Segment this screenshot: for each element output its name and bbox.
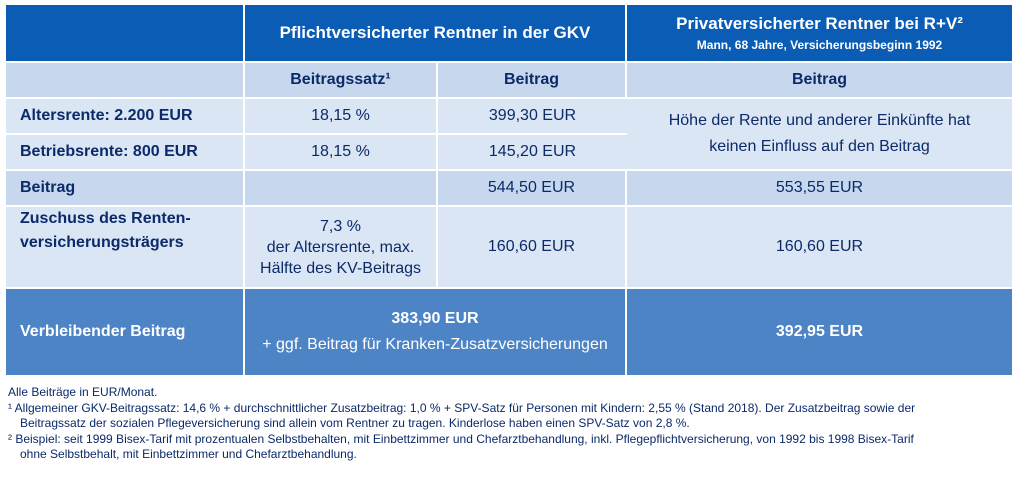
altersrente-label: Altersrente: 2.200 EUR xyxy=(6,99,245,135)
header-private-subtitle: Mann, 68 Jahre, Versicherungsbeginn 1992 xyxy=(696,38,943,52)
zuschuss-satz-line2: der Altersrente, max. xyxy=(266,238,415,256)
rente-rows-left: Altersrente: 2.200 EUR 18,15 % 399,30 EU… xyxy=(6,99,627,171)
zuschuss-private: 160,60 EUR xyxy=(627,207,1012,289)
subheader-empty-cell xyxy=(6,63,245,99)
table-row-beitrag: Beitrag 544,50 EUR 553,55 EUR xyxy=(6,171,1012,207)
header-gkv: Pflichtversicherter Rentner in der GKV xyxy=(245,5,627,63)
verbleibend-gkv: 383,90 EUR + ggf. Beitrag für Kranken-Zu… xyxy=(245,289,627,377)
beitrag-private: 553,55 EUR xyxy=(627,171,1012,207)
verbleibend-label: Verbleibender Beitrag xyxy=(6,289,245,377)
footnote-2-line1: ² Beispiel: seit 1999 Bisex-Tarif mit pr… xyxy=(8,431,914,446)
header-empty-cell xyxy=(6,5,245,63)
table-row-betriebsrente: Betriebsrente: 800 EUR 18,15 % 145,20 EU… xyxy=(6,135,627,171)
subheader-beitrag-gkv: Beitrag xyxy=(438,63,627,99)
table-row-zuschuss: Zuschuss des Renten- versicherungsträger… xyxy=(6,207,1012,289)
subheader-beitragssatz: Beitragssatz¹ xyxy=(245,63,438,99)
betriebsrente-beitrag: 145,20 EUR xyxy=(438,135,627,171)
zuschuss-label-line1: Zuschuss des Renten- xyxy=(20,210,191,227)
header-private-title: Privatversicherter Rentner bei R+V² xyxy=(676,14,963,33)
footnotes: Alle Beiträge in EUR/Monat. ¹ Allgemeine… xyxy=(8,385,1012,463)
comparison-table: Pflichtversicherter Rentner in der GKV P… xyxy=(6,5,1012,377)
altersrente-beitrag: 399,30 EUR xyxy=(438,99,627,135)
zuschuss-label: Zuschuss des Renten- versicherungsträger… xyxy=(6,207,245,289)
beitrag-gkv: 544,50 EUR xyxy=(438,171,627,207)
table-row-altersrente: Altersrente: 2.200 EUR 18,15 % 399,30 EU… xyxy=(6,99,627,135)
subheader-beitrag-private: Beitrag xyxy=(627,63,1012,99)
rente-rows: Altersrente: 2.200 EUR 18,15 % 399,30 EU… xyxy=(6,99,1012,171)
footnote-general: Alle Beiträge in EUR/Monat. xyxy=(8,385,158,399)
header-private: Privatversicherter Rentner bei R+V² Mann… xyxy=(627,5,1012,63)
beitrag-label: Beitrag xyxy=(6,171,245,207)
table-row-verbleibend: Verbleibender Beitrag 383,90 EUR + ggf. … xyxy=(6,289,1012,377)
verbleibend-private: 392,95 EUR xyxy=(627,289,1012,377)
table-header-row: Pflichtversicherter Rentner in der GKV P… xyxy=(6,5,1012,63)
footnote-1-line1: ¹ Allgemeiner GKV-Beitragssatz: 14,6 % +… xyxy=(8,400,916,415)
verbleibend-gkv-note: + ggf. Beitrag für Kranken-Zusatzversich… xyxy=(262,336,608,353)
beitrag-satz-empty xyxy=(245,171,438,207)
footnote-2-line2: ohne Selbstbehalt, mit Einbettzimmer und… xyxy=(20,447,357,461)
table-subheader-row: Beitragssatz¹ Beitrag Beitrag xyxy=(6,63,1012,99)
zuschuss-satz: 7,3 % der Altersrente, max. Hälfte des K… xyxy=(245,207,438,289)
verbleibend-gkv-value: 383,90 EUR xyxy=(391,310,479,327)
zuschuss-gkv: 160,60 EUR xyxy=(438,207,627,289)
zuschuss-satz-line1: 7,3 % xyxy=(320,217,361,235)
private-note-cell: Höhe der Rente und anderer Einkünfte hat… xyxy=(627,99,1012,171)
betriebsrente-satz: 18,15 % xyxy=(245,135,438,171)
altersrente-satz: 18,15 % xyxy=(245,99,438,135)
betriebsrente-label: Betriebsrente: 800 EUR xyxy=(6,135,245,171)
private-note-line2: keinen Einfluss auf den Beitrag xyxy=(709,138,930,155)
footnote-1-line2: Beitragssatz der sozialen Pflegeversiche… xyxy=(20,416,690,430)
zuschuss-label-line2: versicherungsträgers xyxy=(20,234,184,251)
private-note-line1: Höhe der Rente und anderer Einkünfte hat xyxy=(668,112,971,129)
zuschuss-satz-line3: Hälfte des KV-Beitrags xyxy=(260,259,421,277)
